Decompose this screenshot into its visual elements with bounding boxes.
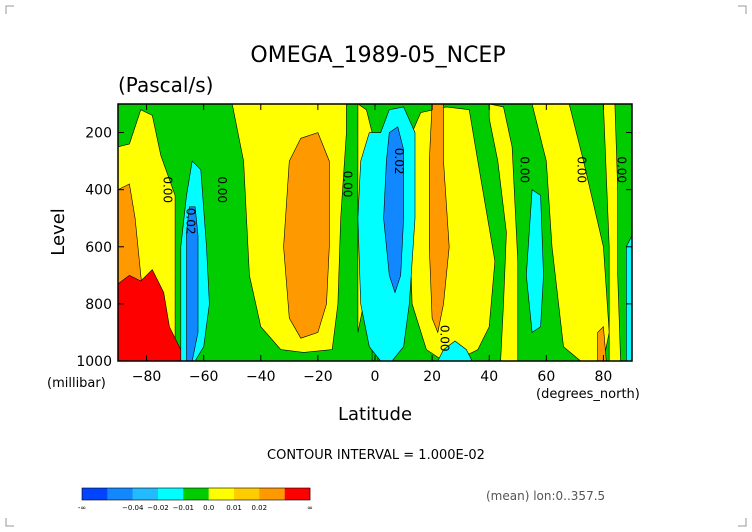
colorbar-frame — [81, 487, 311, 501]
x-tick-label: 0 — [371, 369, 380, 385]
colorbar-label: 0.0 — [203, 504, 214, 512]
x-axis: −80 −60 −40 −20 0 20 40 60 80 — [132, 104, 613, 385]
y-tick-label: 200 — [85, 126, 112, 142]
x-tick-label: −40 — [246, 369, 276, 385]
y-tick-label: 600 — [85, 240, 112, 256]
colorbar-swatch — [259, 488, 285, 500]
plot-area: 0.00 0.02 0.00 0.00 0.02 0.00 0.00 0.00 0.00 — [117, 103, 633, 362]
contour-region — [597, 326, 607, 361]
colorbar-label: −0.04 — [122, 504, 144, 512]
chart-subtitle: (Pascal/s) — [118, 73, 213, 97]
contour-fills — [118, 104, 632, 361]
colorbar-swatch — [107, 488, 133, 500]
x-axis-units: (degrees_north) — [536, 387, 640, 402]
contour-region — [118, 269, 187, 361]
contour-region — [437, 340, 473, 361]
colorbar-label: −0.01 — [173, 504, 194, 512]
chart-title: OMEGA_1989-05_NCEP — [250, 43, 505, 68]
x-tick-label: 20 — [423, 369, 441, 385]
contour-label: 0.00 — [341, 171, 355, 198]
contour-region — [283, 132, 330, 339]
colorbar-swatch — [158, 488, 184, 500]
contour-label: 0.02 — [184, 208, 198, 235]
x-tick-label: −80 — [132, 369, 162, 385]
contour-label: 0.00 — [161, 176, 175, 203]
contour-region — [488, 104, 519, 361]
averaging-text: (mean) lon:0..357.5 — [486, 489, 605, 503]
x-tick-label: 60 — [537, 369, 555, 385]
x-axis-label: Latitude — [338, 404, 412, 425]
y-axis-label: Level — [48, 208, 69, 256]
x-tick-label: 80 — [595, 369, 613, 385]
colorbar-label: −0.02 — [147, 504, 168, 512]
contour-label: 0.00 — [518, 156, 532, 183]
colorbar-swatch — [183, 488, 209, 500]
colorbar-swatch — [284, 488, 311, 500]
crop-marks — [5, 5, 747, 527]
colorbar-label: -∞ — [78, 504, 86, 512]
colorbar-swatch — [132, 488, 159, 500]
contour-label: 0.02 — [392, 148, 406, 175]
contour-region — [625, 235, 632, 361]
contour-region — [428, 104, 450, 334]
colorbar: -∞ −0.04 −0.02 −0.01 0.0 0.01 0.02 ∞ — [78, 487, 313, 512]
contour-region — [186, 206, 199, 361]
colorbar-swatch — [82, 488, 108, 500]
colorbar-label: 0.02 — [252, 504, 268, 512]
y-axis: 200 400 600 800 1000 — [76, 126, 632, 370]
colorbar-label: 0.01 — [226, 504, 242, 512]
contour-label: 0.00 — [615, 156, 629, 183]
contour-region — [603, 104, 621, 361]
y-axis-units: (millibar) — [47, 376, 106, 391]
contour-label: 0.00 — [575, 156, 589, 183]
y-tick-label: 1000 — [76, 354, 112, 370]
x-tick-label: 40 — [480, 369, 498, 385]
contour-label: 0.00 — [215, 176, 229, 203]
colorbar-label: ∞ — [307, 504, 313, 512]
colorbar-swatch — [234, 488, 260, 500]
x-tick-label: −60 — [189, 369, 219, 385]
x-tick-label: −20 — [303, 369, 333, 385]
contour-region — [531, 104, 610, 361]
y-tick-label: 800 — [85, 297, 112, 313]
y-tick-label: 400 — [85, 183, 112, 199]
colorbar-swatch — [208, 488, 235, 500]
contour-labels: 0.00 0.02 0.00 0.00 0.02 0.00 0.00 0.00 0.00 — [161, 148, 629, 352]
contour-region — [383, 126, 404, 294]
contour-region — [525, 189, 544, 333]
contour-interval-text: CONTOUR INTERVAL = 1.000E-02 — [267, 448, 485, 463]
contour-label: 0.00 — [438, 325, 452, 352]
